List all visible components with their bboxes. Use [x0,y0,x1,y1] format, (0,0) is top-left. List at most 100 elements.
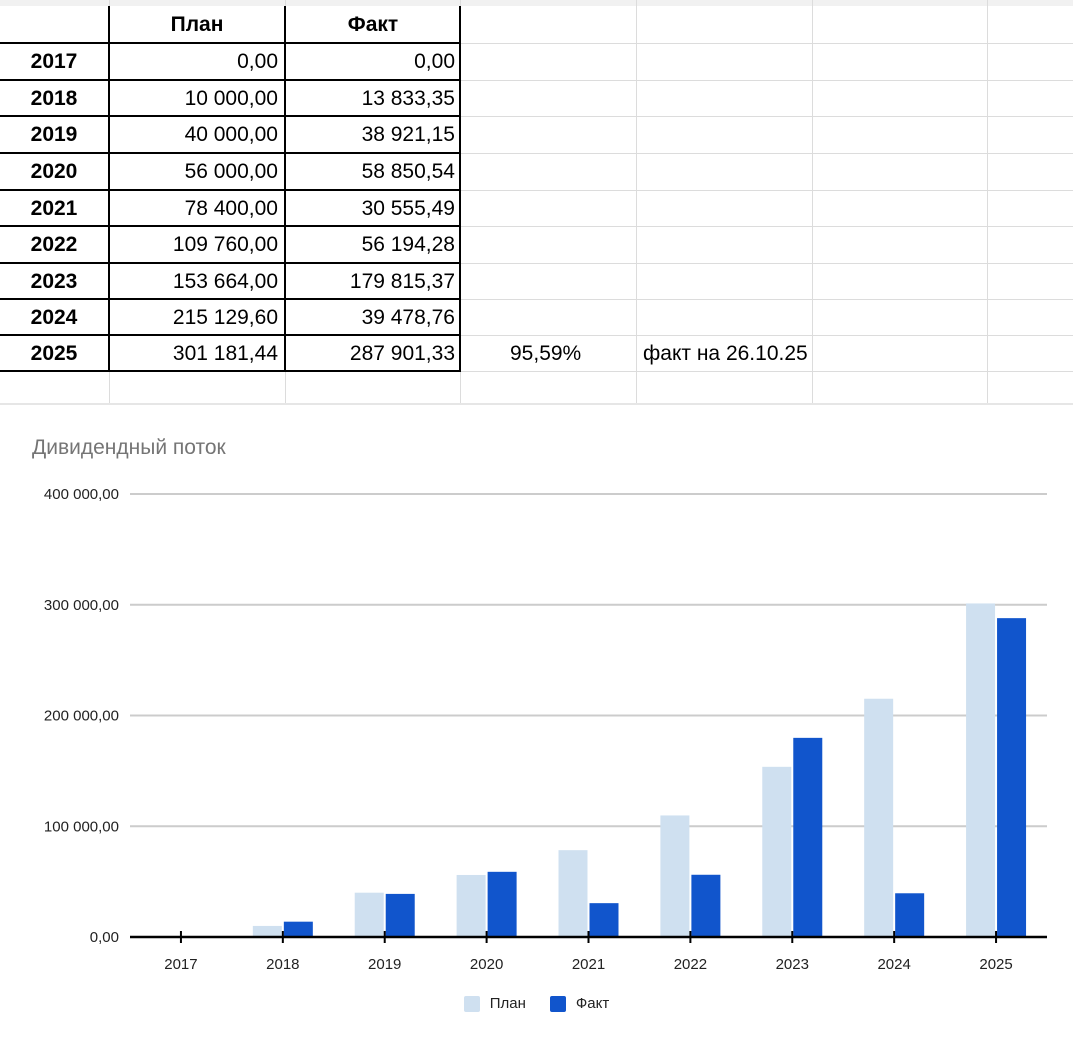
year-cell[interactable]: 2017 [30,50,78,73]
bar-plan-2022 [660,815,690,937]
plan-cell[interactable]: 0,00 [237,50,278,73]
legend-item-plan[interactable]: План [463,995,526,1012]
table-border [459,6,461,372]
gridline [0,190,1073,191]
y-tick-label: 100 000,00 [44,818,119,835]
sheet-bottom-edge [0,403,1073,405]
bar-plan-2020 [456,874,486,937]
year-cell[interactable]: 2021 [30,197,78,220]
fact-cell[interactable]: 56 194,28 [361,233,455,256]
bar-plan-2024 [864,698,894,937]
header-plan[interactable]: План [170,13,224,36]
gridline [987,0,988,403]
year-cell[interactable]: 2020 [30,160,78,183]
year-cell[interactable]: 2019 [30,123,78,146]
fact-cell[interactable]: 179 815,37 [349,270,455,293]
gridline [812,0,813,403]
plan-cell[interactable]: 109 760,00 [172,233,278,256]
fact-cell[interactable]: 30 555,49 [361,197,455,220]
bar-fact-2020 [487,871,517,937]
table-border [0,298,461,300]
year-cell[interactable]: 2018 [30,87,78,110]
bar-fact-2019 [385,893,415,937]
fact-cell[interactable]: 58 850,54 [361,160,455,183]
table-border [0,370,461,372]
bar-fact-2024 [895,893,925,937]
chart-legend: План Факт [0,995,1073,1012]
y-tick-label: 400 000,00 [44,486,119,503]
fact-cell[interactable]: 0,00 [414,50,455,73]
chart-gridlines [130,493,1047,828]
table-border [0,262,461,264]
gridline [0,335,1073,336]
table-border [0,79,461,81]
bar-plan-2023 [762,766,792,937]
year-cell[interactable]: 2022 [30,233,78,256]
x-tick-label: 2022 [674,956,707,973]
legend-label-plan: План [489,995,526,1012]
percent-cell[interactable]: 95,59% [510,342,582,365]
fact-cell[interactable]: 39 478,76 [361,306,455,329]
legend-swatch-fact [549,995,566,1012]
bar-plan-2019 [354,892,384,937]
spreadsheet: План Факт 2017 0,00 0,00 2018 10 000,00 … [0,0,1073,405]
x-tick-label: 2019 [368,956,401,973]
chart-title: Дивидендный поток [32,436,226,459]
plan-cell[interactable]: 301 181,44 [172,342,278,365]
x-tick-label: 2025 [979,956,1012,973]
x-tick-label: 2024 [877,956,910,973]
table-border [0,42,461,44]
y-tick-label: 300 000,00 [44,597,119,614]
fact-cell[interactable]: 287 901,33 [349,342,455,365]
bar-chart: 0,00 100 000,00 200 000,00 300 000,00 400 00… [44,486,1047,973]
x-tick-label: 2023 [776,956,809,973]
sheet-top-strip [0,0,1073,6]
x-tick-label: 2021 [572,956,605,973]
gridline [0,299,1073,300]
legend-item-fact[interactable]: Факт [549,995,610,1012]
bar-fact-2018 [283,921,313,937]
legend-swatch-plan [463,995,480,1012]
bar-plan-2021 [558,850,588,937]
plan-cell[interactable]: 215 129,60 [172,306,278,329]
chart-axes: 0,00 100 000,00 200 000,00 300 000,00 400 00… [44,486,1047,973]
gridline [0,226,1073,227]
fact-cell[interactable]: 13 833,35 [361,87,455,110]
y-tick-label: 200 000,00 [44,708,119,725]
table-border [0,115,461,117]
plan-cell[interactable]: 40 000,00 [184,123,278,146]
gridline [0,116,1073,117]
year-cell[interactable]: 2025 [30,342,78,365]
bar-plan-2018 [252,925,282,937]
bar-fact-2021 [589,903,619,937]
fact-cell[interactable]: 38 921,15 [361,123,455,146]
x-tick-label: 2020 [470,956,503,973]
year-cell[interactable]: 2024 [30,306,78,329]
note-cell[interactable]: факт на 26.10.25 [643,342,808,365]
plan-cell[interactable]: 56 000,00 [184,160,278,183]
table-border [0,152,461,154]
gridline [0,263,1073,264]
table-border [0,189,461,191]
legend-label-fact: Факт [575,995,610,1012]
plan-cell[interactable]: 78 400,00 [184,197,278,220]
gridline [0,43,1073,44]
plan-cell[interactable]: 153 664,00 [172,270,278,293]
chart-bars [252,603,1027,937]
y-tick-label: 0,00 [90,929,119,946]
x-tick-label: 2017 [164,956,197,973]
table-border [0,334,461,336]
gridline [0,153,1073,154]
header-fact[interactable]: Факт [347,13,399,36]
bar-fact-2022 [691,874,721,937]
table-border [0,225,461,227]
gridline [0,371,1073,372]
bar-fact-2025 [997,618,1027,937]
gridline [0,80,1073,81]
table-border [108,6,110,372]
bar-plan-2025 [966,603,996,937]
year-cell[interactable]: 2023 [30,270,78,293]
plan-cell[interactable]: 10 000,00 [184,87,278,110]
x-tick-label: 2018 [266,956,299,973]
table-border [284,6,286,372]
